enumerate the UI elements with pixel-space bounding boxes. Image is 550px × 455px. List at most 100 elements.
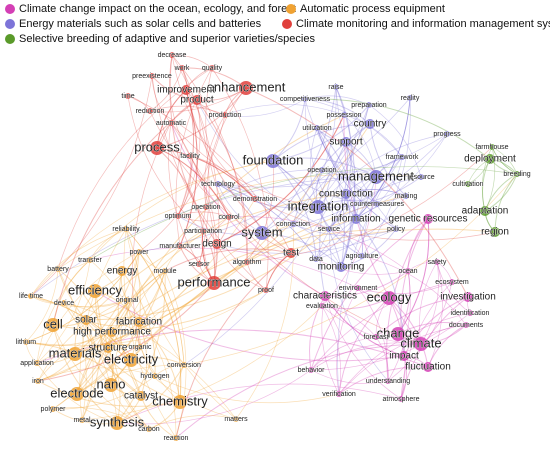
edge [216,114,345,245]
edge [138,97,411,253]
edge [107,114,345,349]
edge [36,362,118,424]
node [290,221,296,227]
node-label: power [129,249,149,256]
edge [154,375,340,404]
edge [125,228,185,366]
node [463,292,473,302]
node [124,353,138,367]
edge [171,54,213,69]
node [403,193,409,199]
node-label: application [20,360,54,367]
node [490,227,500,237]
edge [272,160,317,260]
node-label: characteristics [293,291,357,302]
node [209,65,215,71]
edge [336,287,359,395]
edge [25,341,142,397]
edge [317,133,448,208]
edge [37,282,215,382]
edge [375,296,469,338]
legend-label: Selective breeding of adaptive and super… [19,33,315,45]
edge [217,133,448,188]
node [359,253,365,259]
node [434,259,440,265]
node [393,226,399,232]
node-label: raise [328,84,343,91]
node-label: reaction [164,435,189,442]
node [423,362,433,372]
edge [156,147,256,200]
edge [484,146,496,212]
node [34,360,40,366]
edge [25,268,59,343]
legend: Climate change impact on the ocean, ecol… [5,3,550,45]
edge [85,193,347,321]
node [207,276,221,290]
node-label: electricity [104,351,159,366]
edge [368,104,422,178]
edge [345,189,407,197]
node-label: competitiveness [280,96,331,103]
node-label: high performance [73,327,151,338]
node-label: country [354,119,387,130]
node-label: agriculture [346,253,379,260]
edge [481,146,493,212]
edge [338,297,390,395]
node-label: farmhouse [475,144,508,151]
edge [321,156,403,173]
node-label: production [209,112,242,119]
edge [328,141,349,230]
edge [171,54,248,263]
node-label: progress [433,131,461,138]
node-label: possession [326,112,361,119]
edge [246,160,275,263]
edge [228,216,409,272]
node [23,339,29,345]
edge [121,270,156,377]
legend-label: Automatic process equipment [300,3,445,15]
edge [357,281,453,295]
legend-label: Climate monitoring and information manag… [296,18,550,30]
node [117,266,127,276]
edge [37,299,128,382]
node-label: product [180,95,214,106]
edge [328,133,448,230]
legend-swatch [282,19,292,29]
node [385,378,391,384]
edge [340,228,397,268]
edge [170,122,216,284]
node-label: facility [180,153,200,160]
node-label: nano [97,376,126,391]
node-label: preexistence [132,73,172,80]
node-label: countermeasures [350,201,405,208]
node-label: cultivation [452,181,483,188]
edge [189,155,256,200]
edge [216,114,345,245]
edge [343,114,403,158]
node [146,426,152,432]
edge [111,228,397,333]
node-label: module [154,268,177,275]
edge [52,375,156,410]
node [162,268,168,274]
node-label: control [218,214,239,221]
node [263,287,269,293]
edge [63,302,118,424]
node-label: integration [288,198,349,213]
edge [361,156,403,257]
node [226,214,232,220]
edge [217,183,294,225]
node [355,285,361,291]
node [168,120,174,126]
edge [177,215,263,235]
node [423,214,433,224]
edge [335,86,352,195]
node [61,300,67,306]
node-label: metal [73,417,91,424]
node-label: verification [322,391,356,398]
node [407,95,413,101]
node [391,327,405,341]
edge [205,87,247,208]
edge [309,295,326,371]
